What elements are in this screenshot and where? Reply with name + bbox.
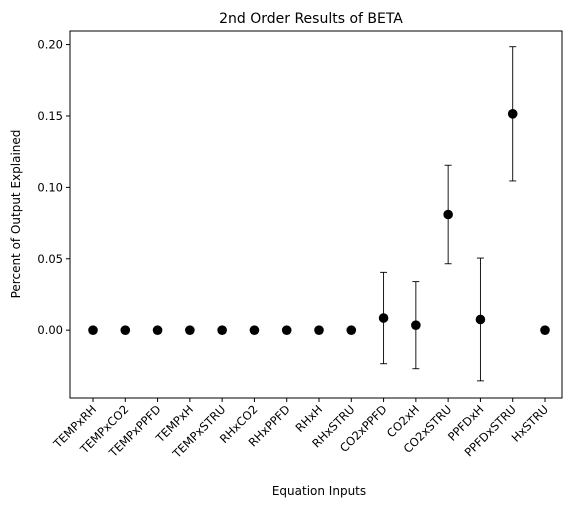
- data-point: [281, 325, 292, 335]
- data-point: [540, 325, 550, 335]
- chart-title: 2nd Order Results of BETA: [219, 11, 403, 27]
- data-point: [217, 325, 227, 335]
- data-point: [249, 325, 260, 335]
- data-point: [314, 325, 324, 335]
- y-axis-title: Percent of Output Explained: [9, 130, 23, 299]
- data-point: [120, 325, 131, 335]
- y-tick-label: 0.10: [37, 180, 63, 194]
- y-tick-label: 0.20: [37, 38, 63, 52]
- data-point: [475, 314, 486, 325]
- x-axis: TEMPxRHTEMPxCO2TEMPxPPFDTEMPxHTEMPxSTRUR…: [50, 398, 551, 461]
- data-point: [507, 109, 518, 119]
- y-tick-label: 0.00: [37, 323, 63, 337]
- data-point: [378, 313, 389, 323]
- data-point: [443, 209, 453, 220]
- plot-area: [88, 46, 550, 382]
- plot-frame: [69, 30, 563, 399]
- x-axis-title: Equation Inputs: [272, 484, 366, 498]
- data-point: [88, 325, 98, 335]
- y-tick-label: 0.15: [37, 109, 63, 123]
- data-point: [152, 325, 163, 335]
- data-point: [411, 320, 421, 330]
- y-axis: 0.00 0.05 0.10 0.15 0.20: [37, 38, 70, 337]
- data-point: [185, 325, 195, 335]
- y-tick-label: 0.05: [37, 252, 63, 266]
- data-point: [346, 325, 357, 335]
